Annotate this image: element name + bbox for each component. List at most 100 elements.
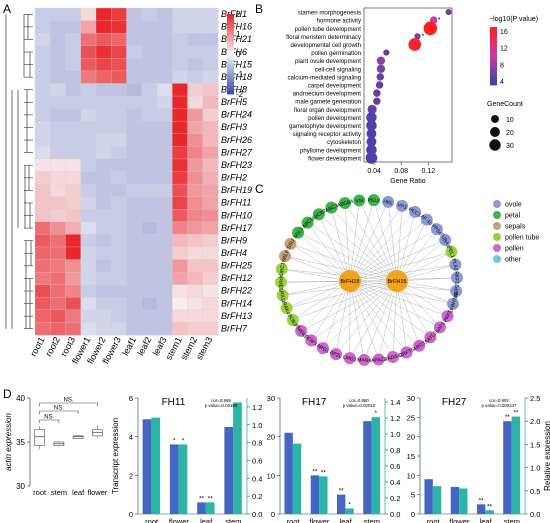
transcript-expression-bar <box>284 432 293 514</box>
heatmap-cell <box>187 183 204 198</box>
go-term-label: stamen morphogenesis <box>298 10 361 17</box>
heatmap-cell <box>65 133 82 147</box>
network-legend-dot <box>493 244 501 252</box>
network-node <box>275 263 288 276</box>
color-legend-segment <box>490 77 497 80</box>
heatmap-cell <box>187 146 204 160</box>
heatmap-cell <box>187 271 204 286</box>
right-y-tick-label: 0.4 <box>390 478 400 487</box>
right-y-tick-label: 0.2 <box>252 492 262 501</box>
boxplot-category-label: flower <box>87 488 108 497</box>
heatmap-cell <box>156 121 173 135</box>
heatmap-cell <box>34 246 51 260</box>
network-node <box>433 321 446 334</box>
heatmap-cell <box>95 20 112 34</box>
relative-expression-bar <box>485 510 494 514</box>
colorbar-segment <box>227 32 234 35</box>
heatmap-row-label: BrFH17 <box>221 223 253 233</box>
network-node-label: SRL8 <box>281 249 291 263</box>
heatmap-cell <box>111 246 127 260</box>
heatmap-cell <box>202 7 219 22</box>
x-category-label: flower <box>449 517 470 523</box>
heatmap-cell <box>65 196 82 210</box>
heatmap-cell <box>202 158 219 172</box>
heatmap-cell <box>202 221 219 235</box>
heatmap-cell <box>156 297 173 311</box>
heatmap-cell <box>111 284 127 298</box>
left-y-tick-label: 4 <box>129 433 133 442</box>
heatmap-cell <box>95 158 112 172</box>
heatmap-cell <box>80 83 97 97</box>
heatmap-cell <box>80 58 97 72</box>
relative-expression-bar <box>459 488 468 514</box>
significance-bracket <box>39 402 98 406</box>
heatmap-cell <box>187 95 204 110</box>
dotplot-x-tick-label: 0.08 <box>394 168 408 175</box>
heatmap-cell <box>65 221 82 235</box>
colorbar-segment <box>227 16 234 19</box>
network-node <box>445 245 458 258</box>
go-term-label: signaling receptor activity <box>293 131 362 138</box>
transcript-expression-bar <box>169 444 179 514</box>
heatmap-cell <box>126 7 143 22</box>
heatmap-cell <box>34 322 51 336</box>
right-y-tick-label: 1.5 <box>530 440 540 449</box>
heatmap-cell <box>187 108 204 122</box>
color-legend-segment <box>490 42 497 45</box>
colorbar-segment <box>227 88 234 91</box>
network-node-label: MAN4 <box>357 357 371 364</box>
network-edge <box>349 280 448 317</box>
colorbar-segment <box>227 52 234 55</box>
network-node-label: PEL1 <box>446 245 456 259</box>
pvalue-label: p value=0.02010 <box>343 403 376 408</box>
go-term-dot <box>366 120 377 131</box>
heatmap-cell <box>111 309 127 323</box>
heatmap-cell <box>65 271 82 286</box>
heatmap-cell <box>50 146 66 160</box>
heatmap-cell <box>141 221 158 235</box>
network-legend-dot <box>493 211 501 219</box>
heatmap-cell <box>172 83 188 97</box>
right-y-tick-label: 0.6 <box>252 456 262 465</box>
network-node-label: PEL2 <box>367 198 380 205</box>
heatmap-cell <box>187 322 204 336</box>
heatmap-cell <box>111 20 127 34</box>
network-edge <box>349 200 360 282</box>
color-legend-tick: 4 <box>500 79 504 86</box>
network-edge <box>349 205 403 282</box>
heatmap-cell <box>65 209 82 223</box>
network-edge <box>311 280 398 341</box>
heatmap-row-label: BrFH13 <box>221 311 252 321</box>
heatmap-cell <box>156 196 173 210</box>
network-edge <box>344 202 398 282</box>
heatmap-cell <box>65 121 82 135</box>
heatmap-cell <box>95 234 112 248</box>
network-node-label: PLA2 <box>450 258 458 271</box>
heatmap-cell <box>65 259 82 273</box>
significance-label: NS. <box>44 415 54 421</box>
left-y-tick-label: 15 <box>407 452 415 461</box>
colorbar-segment <box>227 14 234 17</box>
colorbar-tick-label: -1 <box>236 70 244 79</box>
heatmap-cell <box>50 234 66 248</box>
network-node-label: BUB1 <box>286 313 298 328</box>
transcript-expression-bar <box>224 427 234 514</box>
colorbar-segment <box>227 54 234 57</box>
boxplot-y-axis-label: actin expression <box>4 413 13 471</box>
network-node <box>353 194 366 207</box>
heatmap-cell <box>50 70 66 84</box>
heatmap-cell <box>126 58 143 72</box>
heatmap-cell <box>111 45 127 59</box>
heatmap-cell <box>172 108 188 122</box>
left-y-tick-label: 0 <box>271 510 275 519</box>
go-term-dot <box>365 152 378 164</box>
color-legend-segment <box>490 27 497 30</box>
heatmap-cell <box>95 58 112 72</box>
heatmap-cell <box>156 309 173 323</box>
heatmap-cell <box>141 133 158 147</box>
go-term-dot <box>366 112 377 123</box>
heatmap-cell <box>172 121 188 135</box>
network-edge <box>349 251 452 282</box>
significance-mark: ** <box>339 488 345 495</box>
colorbar-tick-label: -2 <box>236 90 244 99</box>
